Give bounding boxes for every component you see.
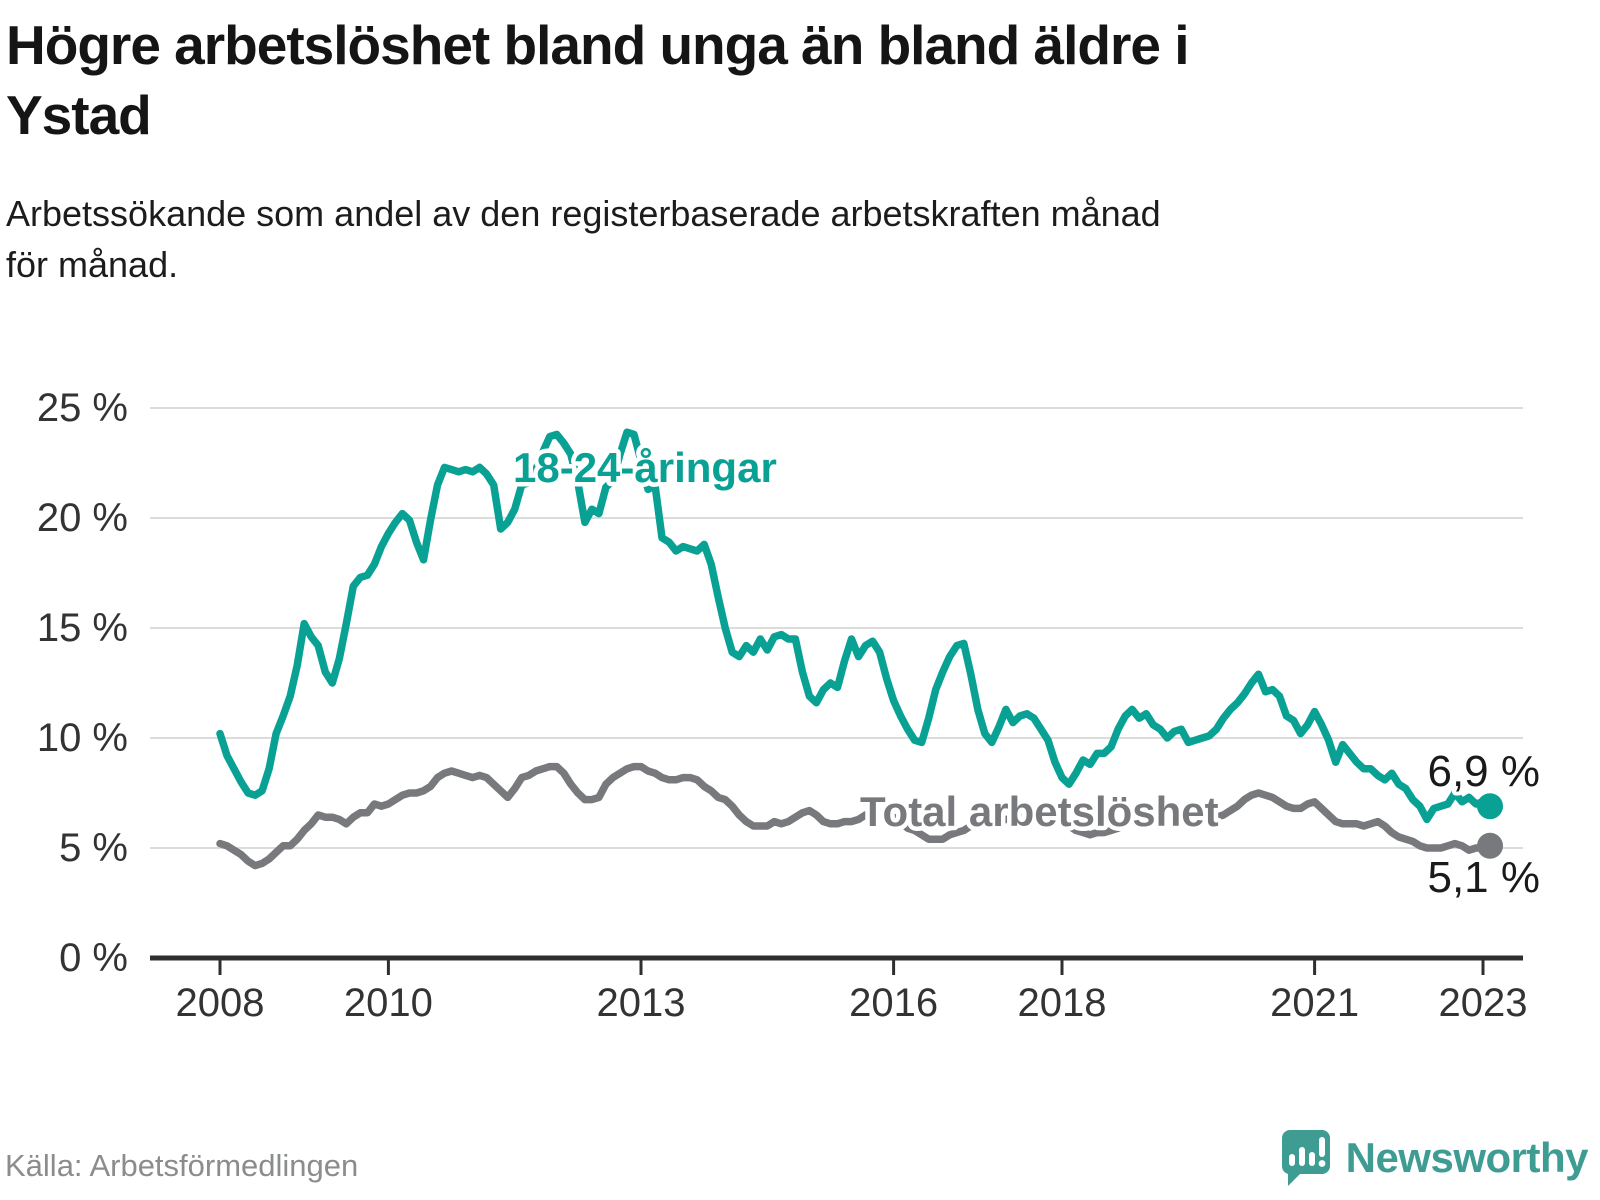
series-end-dot	[1477, 793, 1504, 820]
subtitle-line-1: Arbetssökande som andel av den registerb…	[6, 193, 1161, 234]
series-line-total-arbetslöshet	[216, 762, 1494, 870]
series-line-18-24-åringar	[216, 428, 1494, 824]
y-axis-label: 25 %	[37, 386, 128, 430]
source-note: Källa: Arbetsförmedlingen	[5, 1148, 359, 1183]
y-axis-label: 20 %	[37, 496, 128, 540]
chart-subtitle: Arbetssökande som andel av den registerb…	[6, 188, 1576, 290]
subtitle-line-2: för månad.	[6, 244, 179, 286]
speech-bubble-bar-chart-icon	[1281, 1130, 1330, 1186]
x-axis-label: 2010	[344, 981, 433, 1025]
series-label: 18-24-åringar	[513, 444, 777, 491]
title-line-1: Högre arbetslöshet bland unga än bland ä…	[6, 14, 1190, 76]
title-line-2: Ystad	[6, 84, 152, 147]
x-axis-label: 2018	[1018, 981, 1107, 1025]
y-axis-label: 5 %	[59, 826, 128, 870]
newsworthy-wordmark: Newsworthy	[1345, 1134, 1589, 1181]
y-axis-label: 10 %	[37, 716, 128, 760]
series-end-value-label: 5,1 %	[1427, 853, 1540, 902]
series-end-dot	[1477, 832, 1504, 859]
x-axis-label: 2008	[176, 981, 265, 1025]
series-label: Total arbetslöshet	[860, 788, 1219, 835]
x-axis-label: 2021	[1270, 981, 1359, 1025]
series-end-value-label: 6,9 %	[1427, 747, 1540, 796]
x-axis-label: 2023	[1439, 981, 1528, 1025]
page-title: Högre arbetslöshet bland unga än bland ä…	[6, 10, 1586, 151]
x-axis-label: 2016	[849, 981, 938, 1025]
x-axis-label: 2013	[597, 981, 686, 1025]
y-axis-label: 15 %	[37, 606, 128, 650]
y-axis-label: 0 %	[59, 936, 128, 980]
newsworthy-logo: Newsworthy	[1278, 1128, 1589, 1188]
